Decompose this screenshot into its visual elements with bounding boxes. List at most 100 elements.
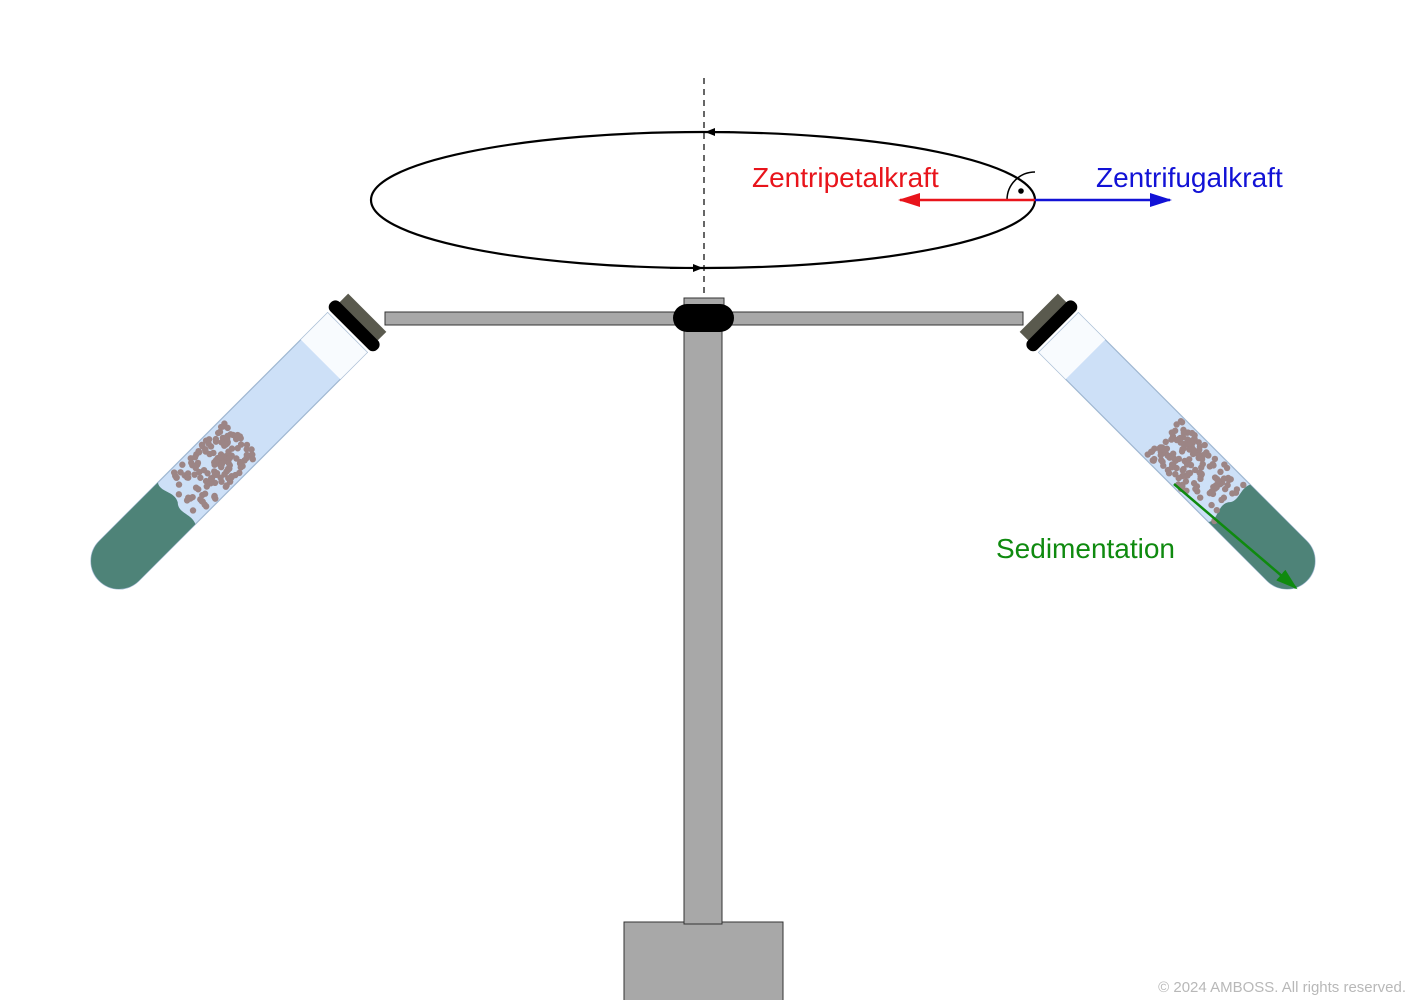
particle — [234, 431, 241, 439]
particle — [1198, 471, 1205, 478]
particle — [219, 423, 227, 430]
particle — [1213, 506, 1221, 514]
centrifugal-label: Zentrifugalkraft — [1096, 162, 1283, 193]
particle — [218, 463, 225, 471]
particle — [234, 445, 241, 452]
particle — [1156, 445, 1163, 452]
particle — [1227, 476, 1234, 483]
particle — [175, 481, 183, 488]
particle — [1179, 481, 1186, 489]
right-angle-dot — [1018, 188, 1024, 194]
particle — [200, 466, 208, 474]
particle — [1175, 474, 1182, 482]
particle — [198, 441, 206, 448]
particle — [217, 454, 225, 461]
particle — [249, 455, 256, 463]
particle — [1180, 440, 1188, 448]
sediment-left — [91, 482, 196, 589]
test-tube-right — [1019, 293, 1316, 590]
particle — [1196, 494, 1204, 501]
particle — [223, 441, 230, 448]
sediment-right — [1208, 484, 1315, 589]
particle — [1144, 451, 1151, 458]
particle — [1217, 468, 1224, 476]
particle — [210, 449, 217, 457]
particle — [228, 445, 236, 452]
particle — [199, 498, 206, 505]
particle — [1196, 443, 1204, 450]
particle — [1162, 438, 1169, 446]
particle — [197, 474, 204, 481]
particle — [1198, 455, 1206, 463]
particle — [1179, 446, 1186, 453]
particle — [218, 478, 225, 485]
particle — [1160, 462, 1167, 469]
copyright-notice: © 2024 AMBOSS. All rights reserved. — [1158, 979, 1406, 996]
particle — [201, 490, 209, 497]
particle — [1213, 475, 1221, 483]
particle — [1170, 454, 1177, 462]
particle — [1199, 460, 1206, 468]
particle — [195, 448, 203, 456]
particle — [1192, 466, 1199, 474]
particle — [183, 497, 191, 504]
particle — [173, 474, 180, 481]
right-angle-mark — [1006, 171, 1036, 201]
particle — [226, 462, 233, 469]
particle — [1176, 435, 1183, 442]
particle — [212, 495, 219, 502]
particle — [226, 478, 234, 485]
particle — [1218, 496, 1225, 504]
particle — [1151, 455, 1158, 463]
tube-cap-right — [1019, 293, 1070, 344]
particle — [214, 429, 222, 437]
particle — [243, 451, 251, 459]
particle — [191, 454, 199, 461]
particle — [1164, 452, 1171, 459]
particle — [1205, 452, 1212, 459]
sedimentation-arrow — [1173, 483, 1298, 590]
particle — [248, 446, 255, 453]
particle — [191, 471, 198, 478]
particle — [205, 436, 213, 443]
particle — [1209, 460, 1216, 468]
sedimentation-label: Sedimentation — [996, 533, 1175, 564]
particle — [212, 456, 220, 464]
rotor-hub — [673, 304, 734, 332]
particle — [243, 446, 250, 453]
tube-clamp-right — [1026, 300, 1078, 352]
particle — [189, 507, 197, 514]
particle — [226, 454, 234, 462]
centripetal-label: Zentripetalkraft — [752, 162, 939, 193]
particle — [1168, 429, 1176, 436]
particle — [1180, 429, 1188, 437]
particle — [1206, 489, 1214, 497]
particle — [1233, 486, 1241, 493]
particles-left — [171, 420, 256, 514]
particle — [1188, 429, 1196, 437]
tube-clamp-left — [328, 300, 380, 352]
particles-right — [1144, 418, 1247, 525]
rotor-arm-left — [384, 311, 691, 326]
particle — [179, 461, 186, 468]
particle — [213, 471, 220, 479]
tube-cap-left — [336, 293, 387, 344]
particle — [212, 438, 220, 445]
particle — [1179, 467, 1186, 474]
particle — [1208, 501, 1215, 509]
particle — [1185, 470, 1192, 477]
particle — [202, 446, 209, 454]
particle — [195, 486, 202, 493]
particle — [1165, 469, 1173, 477]
particle — [1186, 446, 1193, 453]
particle — [1168, 436, 1175, 443]
particle — [1157, 452, 1164, 459]
particle — [1220, 475, 1228, 482]
particle — [175, 491, 183, 498]
particle — [203, 483, 211, 490]
centrifuge-stand — [683, 317, 723, 925]
particle — [1187, 461, 1195, 469]
particle — [208, 474, 216, 482]
test-tube-left — [90, 293, 387, 590]
particle — [1175, 455, 1183, 463]
